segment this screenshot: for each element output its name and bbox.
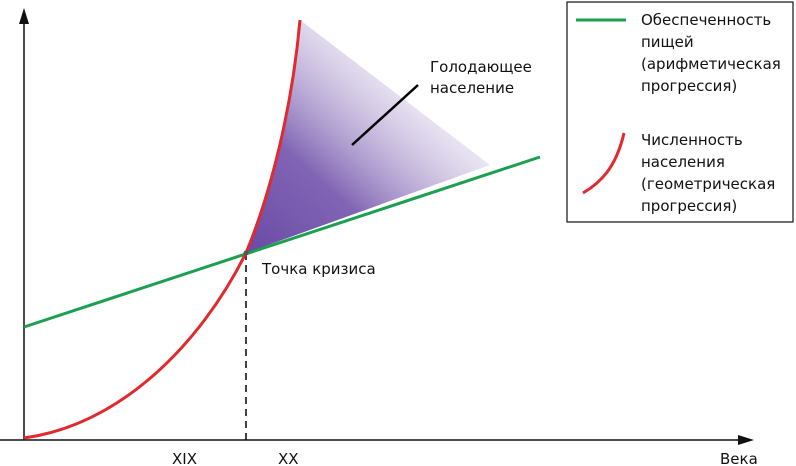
food-supply-line	[23, 155, 541, 329]
crisis-point-label: Точка кризиса	[261, 260, 376, 278]
crisis-point-marker	[243, 250, 249, 256]
legend-population-swatch	[582, 132, 626, 195]
x-tick-xx: XX	[278, 450, 299, 466]
y-axis-arrow-icon	[19, 8, 29, 24]
hungry-label-line-1: Голодающее	[430, 58, 532, 76]
legend-food-line-2: пищей	[641, 33, 694, 51]
x-tick-xix: XIX	[172, 450, 197, 466]
legend-food-line-1: Обеспеченность	[641, 11, 771, 29]
legend-food-line-4: прогрессия)	[641, 77, 737, 95]
hungry-label-line-2: население	[430, 79, 514, 97]
legend-population-line-2: населения	[641, 153, 725, 171]
legend-population-line-1: Численность	[641, 131, 743, 149]
legend-population-line-4: прогрессия)	[641, 197, 737, 215]
legend: Обеспеченность пищей (арифметическая про…	[566, 1, 794, 223]
legend-population-line-3: (геометрическая	[641, 175, 775, 193]
hungry-population-area	[246, 20, 490, 253]
hungry-pointer-line	[351, 84, 419, 146]
legend-food-line-3: (арифметическая	[641, 55, 781, 73]
x-axis-arrow-icon	[738, 435, 754, 445]
legend-frame	[566, 1, 794, 223]
x-axis-label: Века	[720, 450, 758, 466]
